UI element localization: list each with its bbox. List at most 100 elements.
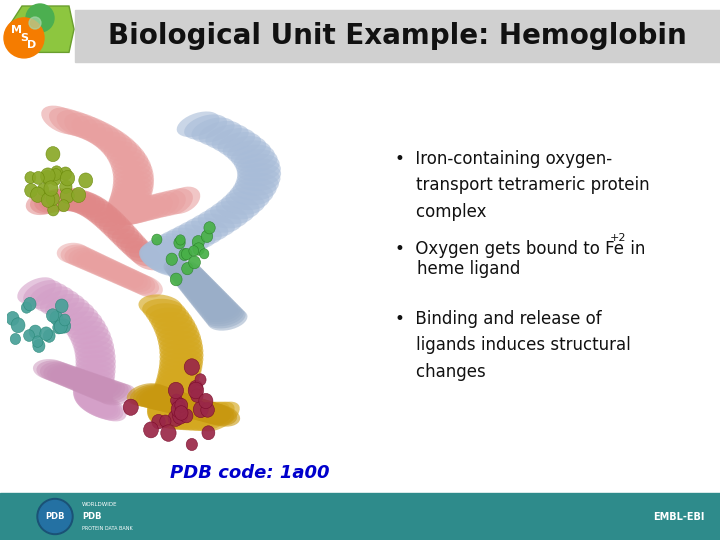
Ellipse shape xyxy=(51,166,63,178)
Ellipse shape xyxy=(64,113,107,140)
Ellipse shape xyxy=(200,301,240,322)
Ellipse shape xyxy=(55,299,68,313)
Ellipse shape xyxy=(130,275,163,298)
Ellipse shape xyxy=(75,346,116,368)
Ellipse shape xyxy=(180,278,220,299)
Ellipse shape xyxy=(45,294,84,319)
Ellipse shape xyxy=(173,397,213,418)
Ellipse shape xyxy=(163,402,204,429)
Ellipse shape xyxy=(161,393,201,415)
Ellipse shape xyxy=(94,212,130,235)
Ellipse shape xyxy=(78,173,93,188)
Ellipse shape xyxy=(193,293,233,314)
Ellipse shape xyxy=(210,201,254,224)
Ellipse shape xyxy=(26,192,62,215)
Ellipse shape xyxy=(152,234,162,245)
Ellipse shape xyxy=(152,414,166,429)
Ellipse shape xyxy=(142,388,182,410)
Ellipse shape xyxy=(79,393,118,418)
Ellipse shape xyxy=(50,311,63,325)
Ellipse shape xyxy=(193,401,208,417)
Ellipse shape xyxy=(138,294,182,318)
Ellipse shape xyxy=(152,400,194,427)
Ellipse shape xyxy=(50,173,61,185)
Ellipse shape xyxy=(88,395,127,421)
Ellipse shape xyxy=(151,390,192,413)
Ellipse shape xyxy=(71,187,86,202)
Ellipse shape xyxy=(157,326,201,349)
Ellipse shape xyxy=(89,380,125,401)
Ellipse shape xyxy=(170,273,182,286)
Ellipse shape xyxy=(148,308,192,331)
Ellipse shape xyxy=(111,182,151,207)
Ellipse shape xyxy=(159,340,204,363)
Circle shape xyxy=(643,51,649,57)
Ellipse shape xyxy=(32,172,44,184)
Ellipse shape xyxy=(49,107,91,136)
Ellipse shape xyxy=(47,309,59,322)
Ellipse shape xyxy=(33,359,70,380)
Circle shape xyxy=(676,35,682,41)
Ellipse shape xyxy=(167,263,207,285)
Ellipse shape xyxy=(153,375,197,400)
Circle shape xyxy=(676,43,682,49)
Circle shape xyxy=(698,43,704,49)
Ellipse shape xyxy=(108,200,147,225)
Circle shape xyxy=(687,19,693,25)
Ellipse shape xyxy=(194,295,235,315)
Ellipse shape xyxy=(130,384,170,407)
Circle shape xyxy=(643,11,649,17)
Ellipse shape xyxy=(150,236,194,261)
Ellipse shape xyxy=(40,290,79,315)
Ellipse shape xyxy=(48,204,59,216)
Ellipse shape xyxy=(140,244,182,270)
Ellipse shape xyxy=(233,178,276,200)
Ellipse shape xyxy=(160,345,204,368)
Ellipse shape xyxy=(194,402,234,425)
Circle shape xyxy=(654,35,660,41)
Ellipse shape xyxy=(57,110,99,138)
Ellipse shape xyxy=(149,399,192,424)
Ellipse shape xyxy=(176,274,217,295)
Ellipse shape xyxy=(17,277,56,304)
Bar xyxy=(75,10,720,62)
Ellipse shape xyxy=(41,106,84,134)
Ellipse shape xyxy=(136,193,173,220)
Ellipse shape xyxy=(146,238,189,264)
Ellipse shape xyxy=(125,196,162,222)
Ellipse shape xyxy=(120,198,158,224)
Ellipse shape xyxy=(99,262,132,283)
Ellipse shape xyxy=(180,409,193,423)
Ellipse shape xyxy=(76,350,116,373)
Ellipse shape xyxy=(148,397,191,423)
Circle shape xyxy=(676,19,682,25)
Ellipse shape xyxy=(191,402,231,424)
Ellipse shape xyxy=(76,390,114,415)
Circle shape xyxy=(676,51,682,57)
Ellipse shape xyxy=(42,188,79,212)
Ellipse shape xyxy=(29,325,42,339)
Text: +2: +2 xyxy=(610,233,626,243)
Circle shape xyxy=(698,51,704,57)
Ellipse shape xyxy=(96,382,132,404)
Ellipse shape xyxy=(53,321,65,334)
Ellipse shape xyxy=(188,401,228,423)
Circle shape xyxy=(687,43,693,49)
Circle shape xyxy=(654,27,660,33)
Ellipse shape xyxy=(166,228,210,252)
Circle shape xyxy=(37,498,73,535)
Ellipse shape xyxy=(11,318,25,333)
Ellipse shape xyxy=(150,384,193,409)
Ellipse shape xyxy=(169,265,209,287)
Circle shape xyxy=(698,11,704,17)
Ellipse shape xyxy=(202,426,215,440)
Ellipse shape xyxy=(25,172,36,184)
Circle shape xyxy=(665,19,671,25)
Ellipse shape xyxy=(154,372,198,396)
Ellipse shape xyxy=(40,168,55,184)
Ellipse shape xyxy=(191,389,203,402)
Ellipse shape xyxy=(123,272,156,294)
Ellipse shape xyxy=(50,366,87,387)
Ellipse shape xyxy=(170,402,212,430)
Ellipse shape xyxy=(75,363,115,387)
